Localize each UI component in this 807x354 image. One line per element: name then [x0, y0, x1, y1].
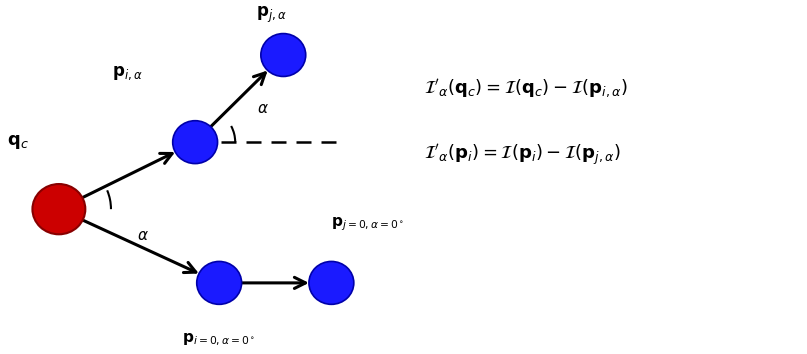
Text: $\mathbf{q}_c$: $\mathbf{q}_c$: [6, 133, 28, 151]
Text: $\mathbf{p}_{j,\alpha}$: $\mathbf{p}_{j,\alpha}$: [256, 5, 286, 25]
Ellipse shape: [173, 121, 218, 164]
Text: $\mathbf{p}_{i=0,\alpha=0^\circ}$: $\mathbf{p}_{i=0,\alpha=0^\circ}$: [182, 331, 256, 348]
Ellipse shape: [197, 262, 241, 304]
Text: $\alpha$: $\alpha$: [137, 228, 149, 244]
Ellipse shape: [32, 184, 86, 234]
Ellipse shape: [309, 262, 353, 304]
Text: $\alpha$: $\alpha$: [257, 101, 270, 116]
Text: $\mathcal{I}'_{\alpha}(\mathbf{q}_c) = \mathcal{I}(\mathbf{q}_c) - \mathcal{I}(\: $\mathcal{I}'_{\alpha}(\mathbf{q}_c) = \…: [424, 77, 627, 100]
Text: $\mathcal{I}'_{\alpha}(\mathbf{p}_i) = \mathcal{I}(\mathbf{p}_i) - \mathcal{I}(\: $\mathcal{I}'_{\alpha}(\mathbf{p}_i) = \…: [424, 143, 621, 168]
Text: $\mathbf{p}_{i,\alpha}$: $\mathbf{p}_{i,\alpha}$: [111, 64, 142, 82]
Ellipse shape: [261, 34, 306, 76]
Text: $\mathbf{p}_{j=0,\alpha=0^\circ}$: $\mathbf{p}_{j=0,\alpha=0^\circ}$: [331, 215, 404, 233]
